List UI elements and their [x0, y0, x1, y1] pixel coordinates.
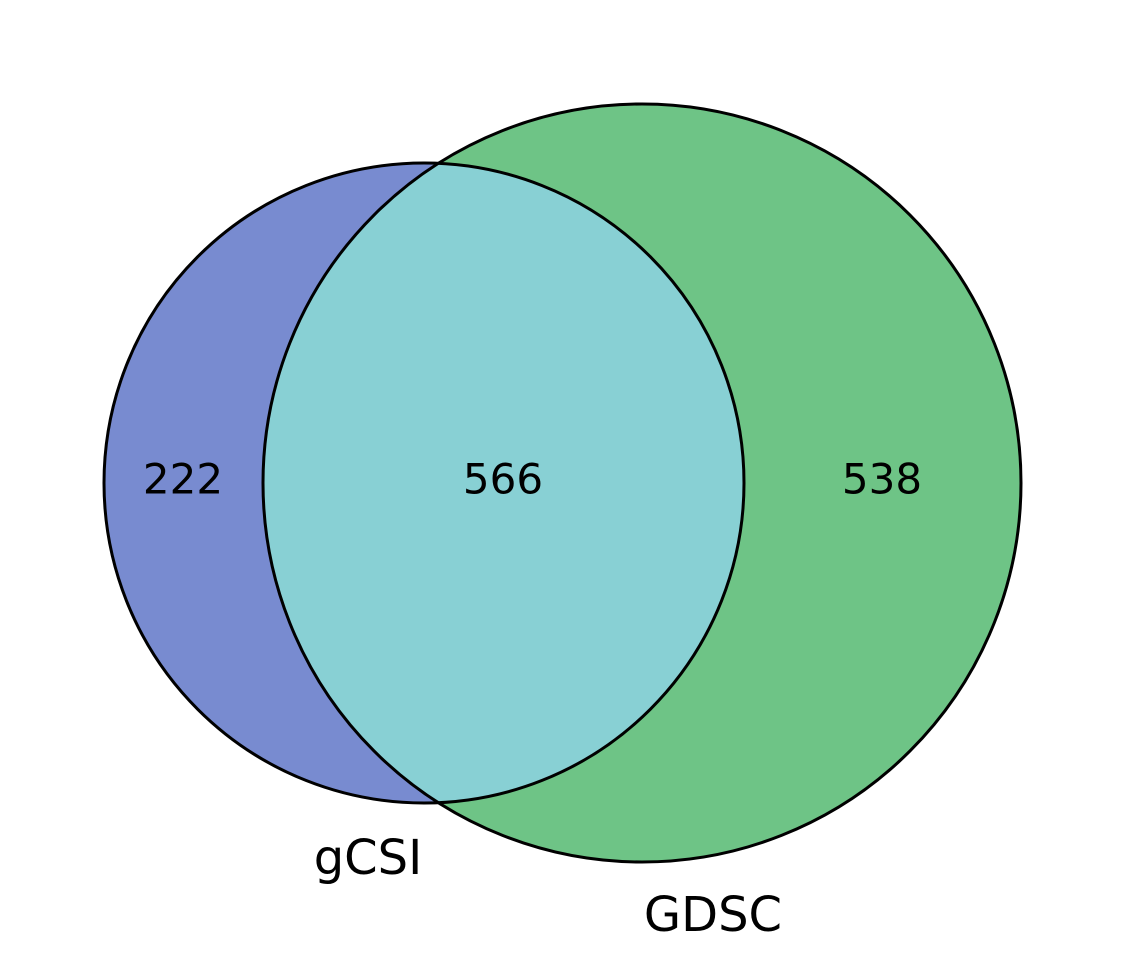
- gcsi-label: gCSI: [314, 830, 423, 886]
- gcsi-only-count: 222: [143, 455, 223, 504]
- gdsc-only-count: 538: [842, 455, 922, 504]
- gdsc-label: GDSC: [644, 887, 782, 943]
- intersection-count: 566: [463, 455, 543, 504]
